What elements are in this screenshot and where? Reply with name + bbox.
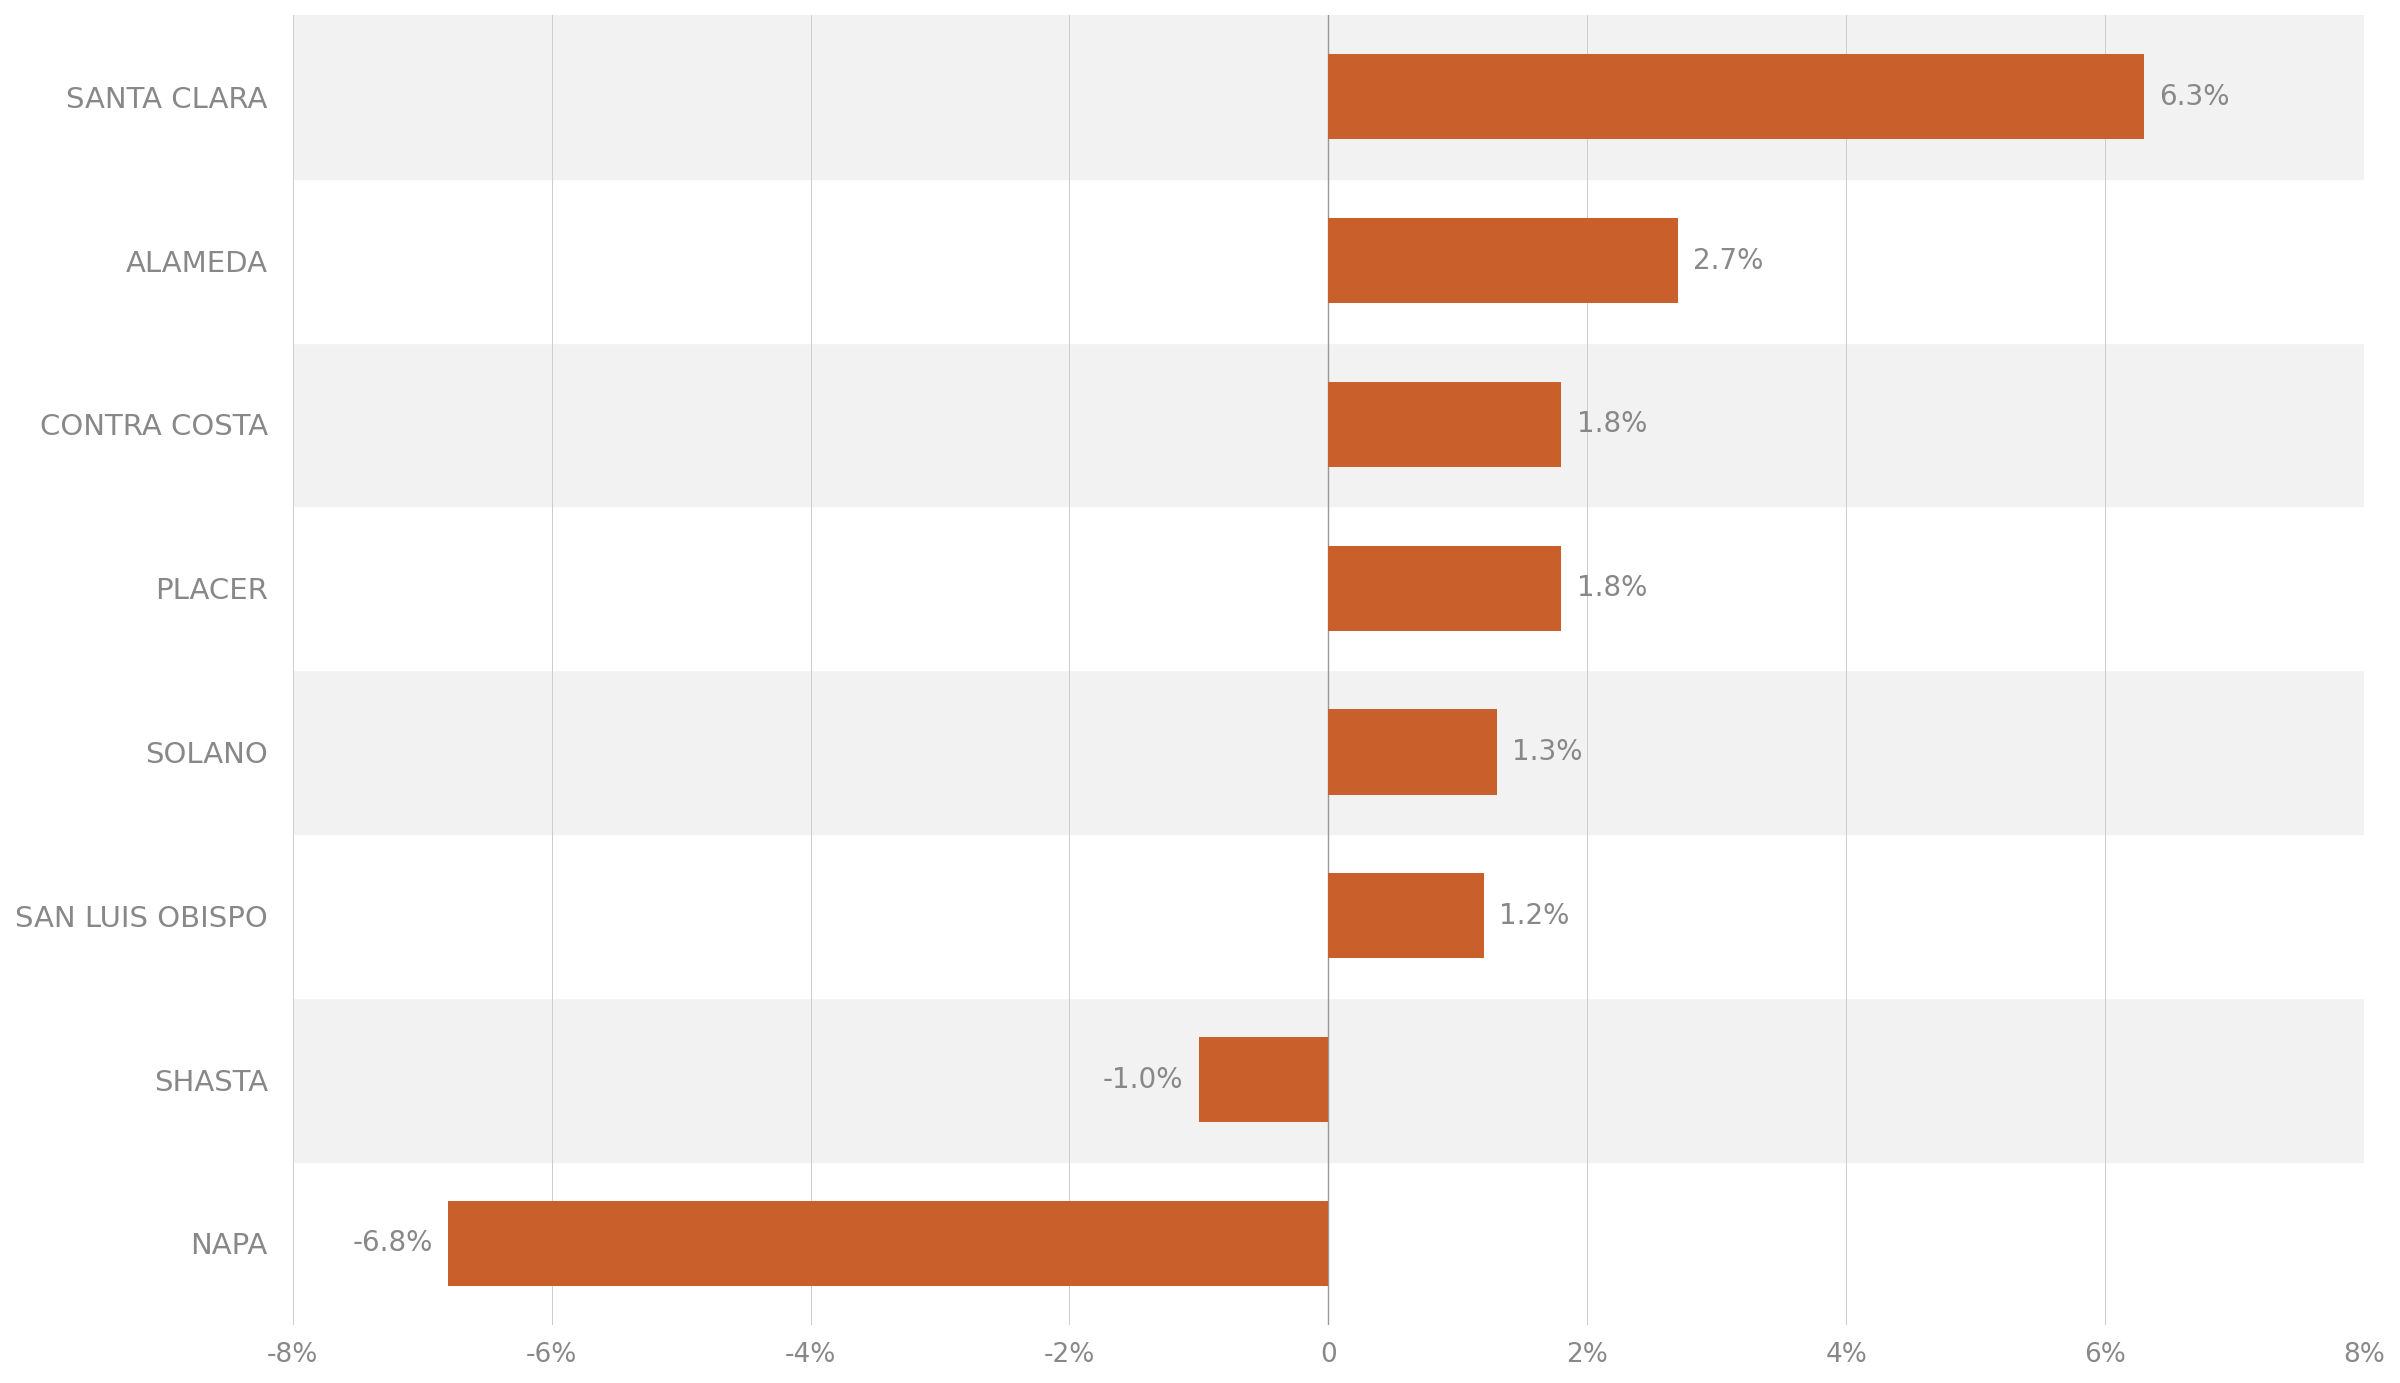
Text: 1.8%: 1.8% xyxy=(1577,411,1646,438)
Bar xyxy=(1330,382,1562,467)
Text: 1.2%: 1.2% xyxy=(1500,902,1570,929)
Text: 2.7%: 2.7% xyxy=(1694,246,1764,275)
Bar xyxy=(293,343,2364,506)
Bar xyxy=(1330,219,1678,303)
Text: 1.3%: 1.3% xyxy=(1512,739,1582,766)
Text: 6.3%: 6.3% xyxy=(2160,83,2230,111)
Bar xyxy=(293,506,2364,671)
Bar xyxy=(449,1200,1330,1286)
Bar xyxy=(293,671,2364,834)
Bar xyxy=(293,178,2364,343)
Bar xyxy=(1330,54,2143,140)
Text: 1.8%: 1.8% xyxy=(1577,574,1646,602)
Bar xyxy=(293,15,2364,178)
Bar xyxy=(1330,546,1562,631)
Bar xyxy=(293,1162,2364,1325)
Text: -1.0%: -1.0% xyxy=(1104,1066,1183,1094)
Bar xyxy=(1200,1037,1330,1122)
Text: -6.8%: -6.8% xyxy=(353,1229,432,1257)
Bar xyxy=(1330,873,1483,958)
Bar xyxy=(293,997,2364,1162)
Bar xyxy=(1330,709,1498,795)
Bar xyxy=(293,834,2364,997)
